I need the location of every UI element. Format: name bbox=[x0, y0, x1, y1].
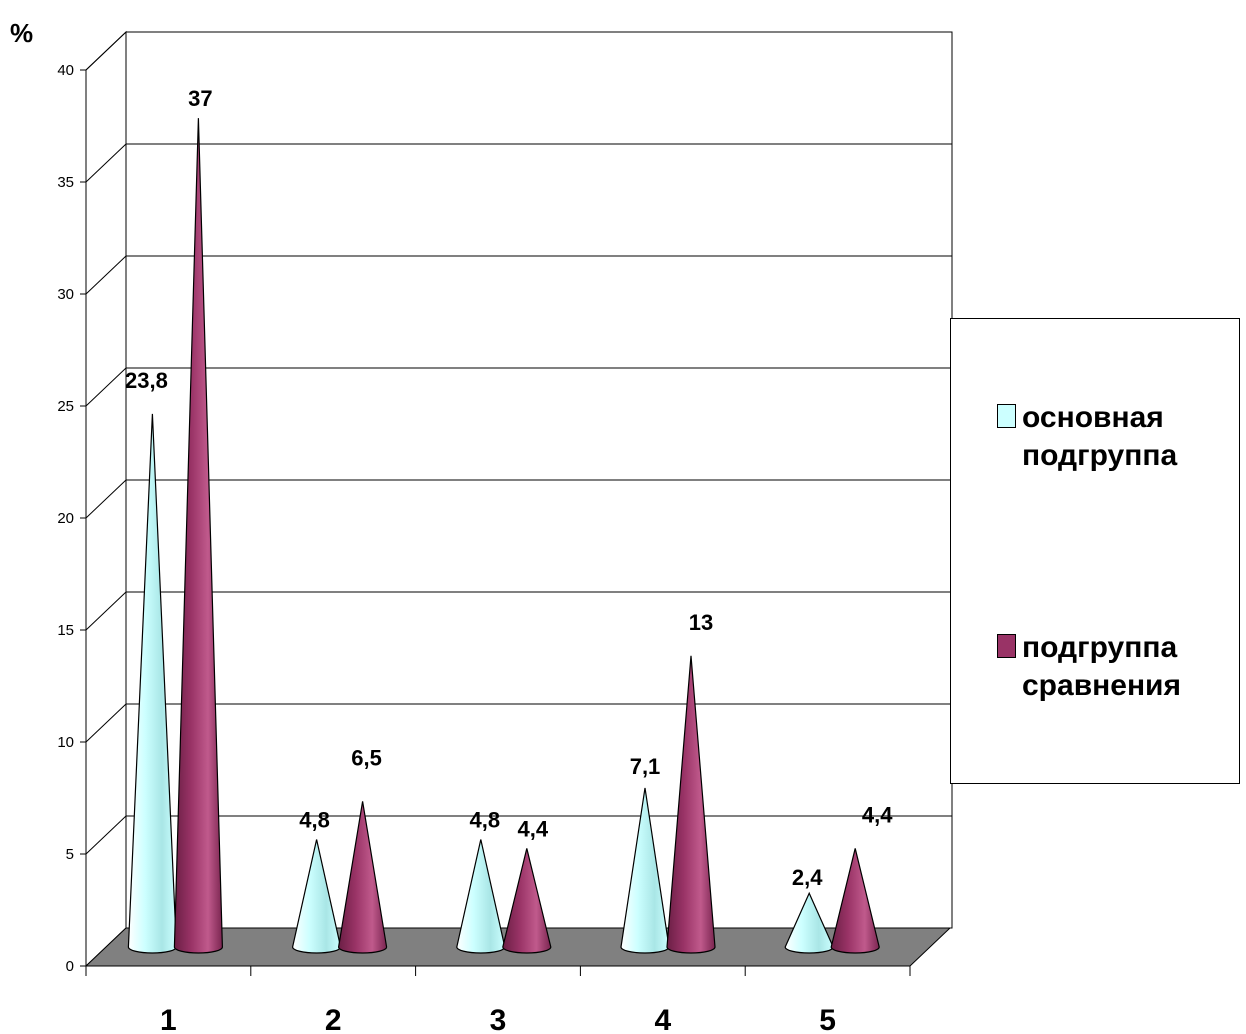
y-tick-label: 0 bbox=[66, 958, 74, 975]
cone-s2-c2 bbox=[337, 801, 388, 954]
y-tick-label: 40 bbox=[57, 62, 74, 79]
gridline-side bbox=[85, 367, 127, 407]
cone-s2-c5 bbox=[830, 848, 880, 954]
data-label-s2-c2: 6,5 bbox=[351, 745, 382, 770]
data-label-s2-c4: 13 bbox=[689, 610, 713, 635]
gridline-side bbox=[85, 815, 127, 855]
data-label-s1-c2: 4,8 bbox=[299, 807, 330, 832]
category-label: 1 bbox=[160, 1004, 177, 1034]
y-tick-label: 35 bbox=[57, 174, 74, 191]
category-label: 3 bbox=[490, 1004, 507, 1034]
category-label: 2 bbox=[325, 1004, 342, 1034]
value-axis: 0 5 10 15 20 25 30 35 40 bbox=[57, 62, 87, 975]
data-label-s2-c3: 4,4 bbox=[518, 816, 549, 841]
legend-swatch-series-2 bbox=[997, 634, 1016, 658]
legend: основная подгруппа подгруппа сравнения bbox=[950, 318, 1240, 784]
gridline-side bbox=[85, 255, 127, 295]
y-tick-label: 15 bbox=[57, 622, 74, 639]
y-tick-label: 5 bbox=[66, 846, 74, 863]
gridline-side bbox=[85, 703, 127, 743]
y-tick-label: 25 bbox=[57, 398, 74, 415]
gridline-side bbox=[85, 143, 127, 183]
data-label-s1-c1: 23,8 bbox=[125, 368, 168, 393]
legend-swatch-series-1 bbox=[997, 404, 1016, 428]
data-label-s2-c5: 4,4 bbox=[862, 802, 893, 827]
category-label: 5 bbox=[819, 1004, 836, 1034]
y-tick-label: 20 bbox=[57, 510, 74, 527]
legend-label-series-2: подгруппа сравнения bbox=[1022, 631, 1182, 702]
plot-walls bbox=[85, 30, 953, 968]
gridline-side bbox=[85, 31, 127, 71]
data-labels: 23,8 4,8 4,8 7,1 2,4 37 6,5 4,4 13 4,4 bbox=[125, 86, 893, 890]
gridline-side bbox=[85, 479, 127, 519]
cone-s2-c1 bbox=[173, 118, 224, 954]
legend-entry-series-2: подгруппа сравнения bbox=[997, 629, 1202, 705]
unit-label: % bbox=[10, 18, 33, 48]
data-label-s1-c5: 2,4 bbox=[792, 865, 823, 890]
legend-entry-series-1: основная подгруппа bbox=[997, 399, 1202, 475]
data-label-s2-c1: 37 bbox=[188, 86, 212, 111]
data-label-s1-c4: 7,1 bbox=[630, 754, 661, 779]
gridline-side bbox=[85, 591, 127, 631]
legend-label-series-1: основная подгруппа bbox=[1022, 401, 1178, 472]
chart-marks bbox=[127, 118, 880, 954]
cone-s2-c4 bbox=[666, 655, 716, 954]
cone-s2-c3 bbox=[502, 848, 552, 954]
y-tick-label: 30 bbox=[57, 286, 74, 303]
category-label: 4 bbox=[654, 1004, 671, 1034]
category-axis: 1 2 3 4 5 bbox=[85, 965, 911, 1034]
data-label-s1-c3: 4,8 bbox=[470, 807, 501, 832]
y-tick-label: 10 bbox=[57, 734, 74, 751]
